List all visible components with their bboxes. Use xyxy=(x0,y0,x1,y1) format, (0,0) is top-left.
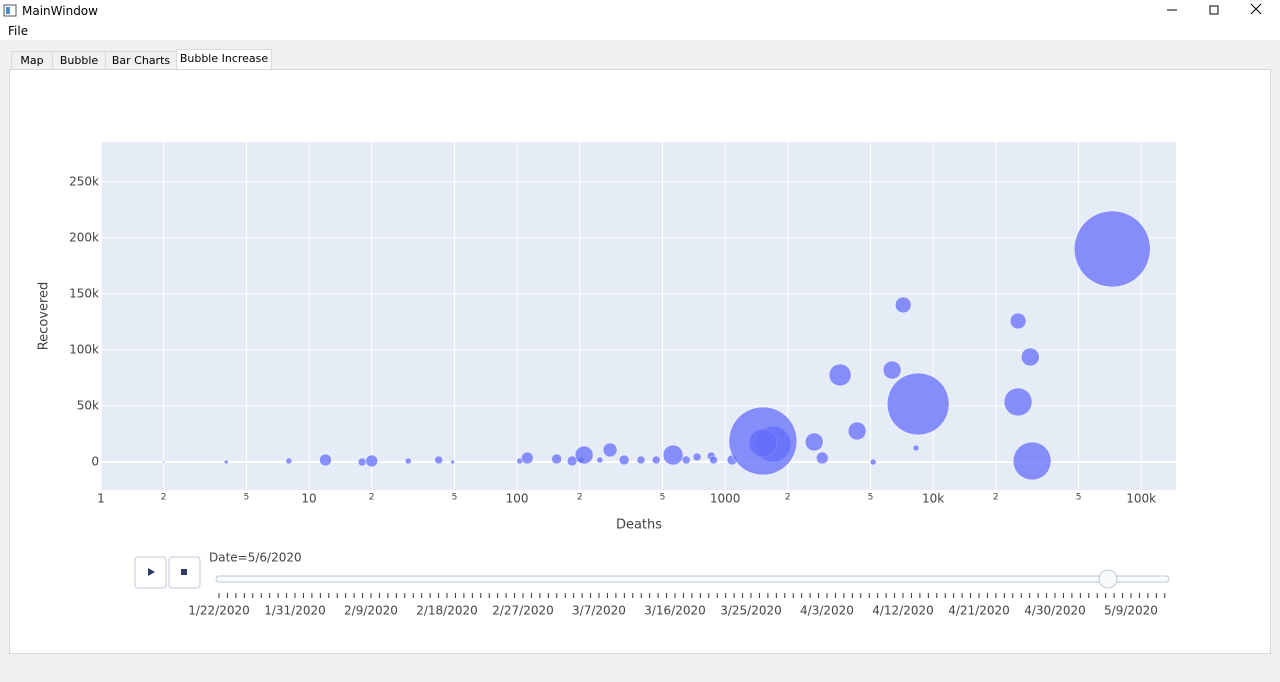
x-tick-label: 2 xyxy=(993,493,999,503)
slider-tick-label: 3/16/2020 xyxy=(644,604,706,618)
bubble xyxy=(651,455,661,465)
tab[interactable]: Bubble xyxy=(52,51,106,70)
y-tick-label: 150k xyxy=(69,286,99,300)
slider-tick-label: 1/31/2020 xyxy=(264,604,326,618)
bubble xyxy=(882,360,902,380)
slider-track xyxy=(215,575,1170,583)
bubble xyxy=(847,421,867,441)
bubble xyxy=(1003,387,1033,417)
bubble xyxy=(894,296,912,314)
x-axis-label: Deaths xyxy=(616,518,662,533)
bubble xyxy=(692,452,702,462)
app-icon xyxy=(3,4,17,17)
bubble xyxy=(224,459,229,465)
slider-tick-label: 2/18/2020 xyxy=(416,604,478,618)
bubble xyxy=(596,456,604,464)
close[interactable] xyxy=(1250,3,1262,15)
slider-handle[interactable] xyxy=(1098,569,1118,589)
slider-tick-label: 3/7/2020 xyxy=(572,604,626,618)
restore[interactable] xyxy=(1209,5,1219,15)
x-tick-label: 100k xyxy=(1126,492,1156,506)
bubble xyxy=(1074,210,1151,288)
x-tick-label: 5 xyxy=(868,493,874,503)
slider-label: Date=5/6/2020 xyxy=(209,551,302,565)
window-controls xyxy=(1167,3,1262,15)
menu-item[interactable]: File xyxy=(8,24,29,38)
y-tick-label: 100k xyxy=(69,342,99,356)
tab[interactable]: Bar Charts xyxy=(105,51,177,70)
bubble xyxy=(728,406,798,476)
x-tick-label: 5 xyxy=(660,493,666,503)
slider-tick-label: 2/27/2020 xyxy=(492,604,554,618)
bubble xyxy=(450,459,455,465)
x-tick-label: 10 xyxy=(301,492,316,506)
x-tick-label: 5 xyxy=(1076,493,1082,503)
bubble xyxy=(574,445,594,465)
bubble xyxy=(869,458,877,466)
bubble xyxy=(602,442,618,458)
bubble xyxy=(886,372,950,436)
x-tick-label: 5 xyxy=(452,493,458,503)
bubble xyxy=(618,454,630,466)
bubble xyxy=(162,460,165,464)
y-tick-label: 50k xyxy=(77,398,99,412)
bubble xyxy=(521,451,534,465)
y-tick-label: 250k xyxy=(69,174,99,188)
x-tick-label: 10k xyxy=(922,492,944,506)
slider-tick-label: 4/12/2020 xyxy=(872,604,934,618)
x-tick-label: 1000 xyxy=(710,492,741,506)
bubble xyxy=(1021,347,1040,367)
slider-tick-label: 4/30/2020 xyxy=(1024,604,1086,618)
bubble xyxy=(1012,441,1052,481)
window-title: MainWindow xyxy=(22,4,98,18)
bubble xyxy=(365,454,378,468)
bubble xyxy=(912,444,920,452)
slider-tick-label: 4/3/2020 xyxy=(800,604,854,618)
bubble xyxy=(709,455,718,465)
y-axis-label: Recovered xyxy=(37,282,52,351)
bubble xyxy=(681,455,691,465)
bubble xyxy=(551,453,562,465)
slider-tick-label: 3/25/2020 xyxy=(720,604,782,618)
slider-tick-label: 5/9/2020 xyxy=(1104,604,1158,618)
bubble xyxy=(357,457,367,467)
title-bar: MainWindow xyxy=(0,0,1280,22)
bubble xyxy=(434,455,443,465)
x-tick-label: 2 xyxy=(577,493,583,503)
slider-tick-label: 2/9/2020 xyxy=(344,604,398,618)
bubble xyxy=(815,451,829,465)
bubble xyxy=(804,432,824,452)
bubble xyxy=(1009,312,1027,330)
x-tick-label: 5 xyxy=(244,493,250,503)
bubble xyxy=(662,444,684,466)
menu-bar: File xyxy=(0,22,1280,40)
y-tick-label: 0 xyxy=(91,454,99,468)
x-tick-label: 100 xyxy=(506,492,529,506)
x-tick-label: 2 xyxy=(161,493,167,503)
bubble xyxy=(285,457,293,465)
x-tick-label: 2 xyxy=(785,493,791,503)
x-tick-label: 2 xyxy=(369,493,375,503)
tab[interactable]: Map xyxy=(11,51,53,70)
slider-tick-label: 1/22/2020 xyxy=(188,604,250,618)
plot-area xyxy=(101,142,1176,490)
bubble xyxy=(405,457,412,465)
bubble xyxy=(828,363,852,387)
play-icon xyxy=(148,568,155,576)
slider-tick-label: 4/21/2020 xyxy=(948,604,1010,618)
x-tick-label: 1 xyxy=(97,492,105,506)
bubble xyxy=(636,455,646,465)
tab[interactable]: Bubble Increase xyxy=(176,49,272,71)
bubble xyxy=(319,453,332,467)
y-tick-label: 200k xyxy=(69,230,99,244)
stop-icon xyxy=(181,569,187,575)
